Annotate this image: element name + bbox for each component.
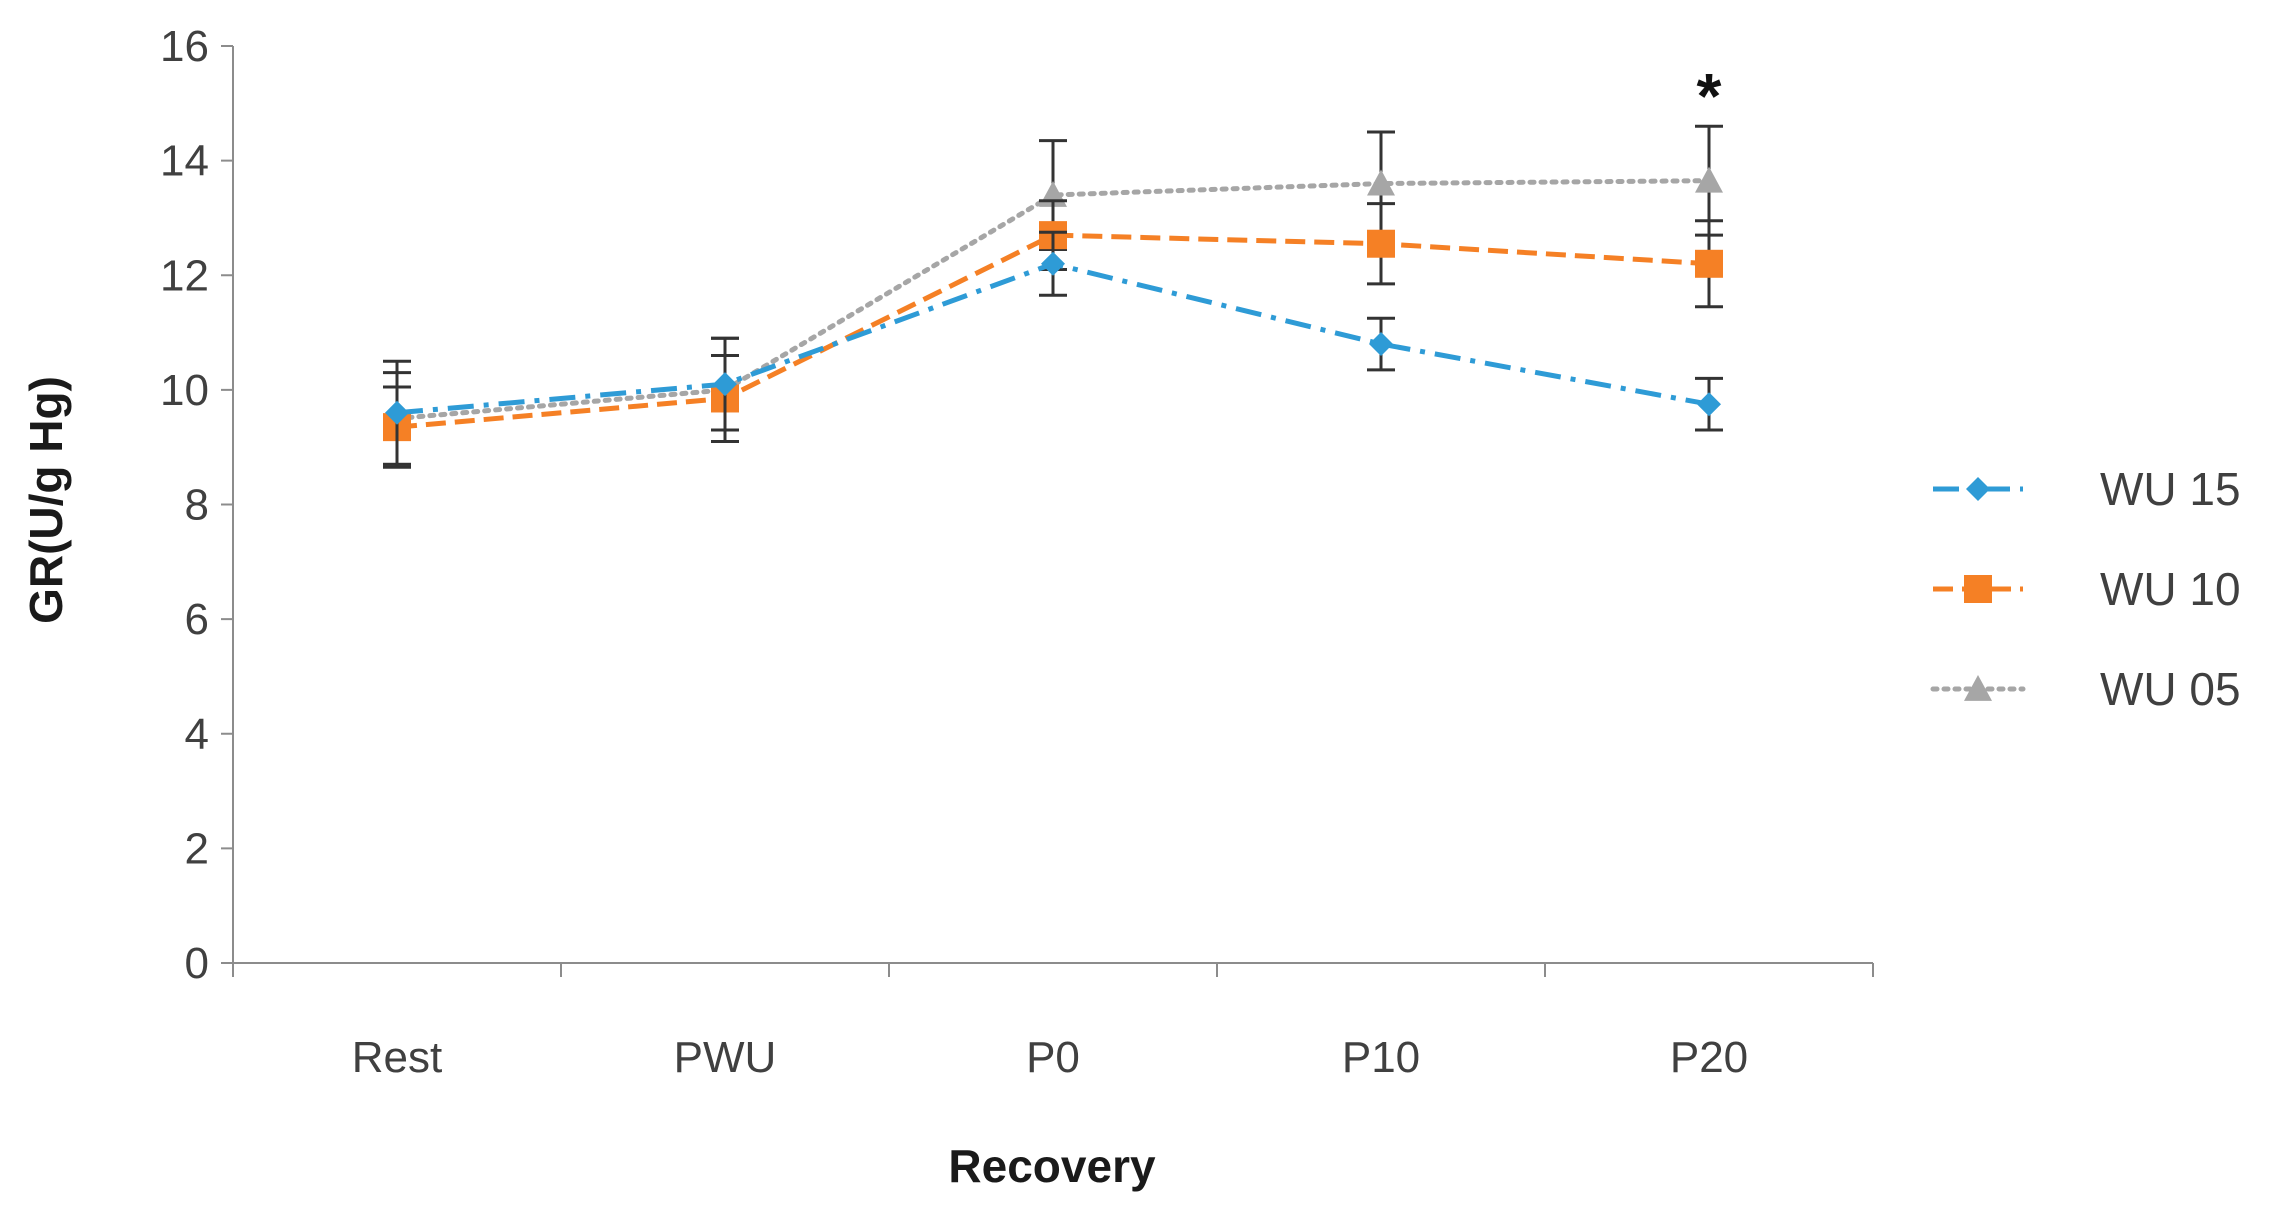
data-point xyxy=(385,400,409,425)
legend-marker xyxy=(1966,477,1990,501)
legend-item: WU 10 xyxy=(1933,563,2241,615)
y-tick-label: 10 xyxy=(160,366,209,415)
x-tick-label: P0 xyxy=(1026,1033,1080,1082)
annotations: * xyxy=(1697,60,1722,132)
legend-item: WU 05 xyxy=(1930,663,2241,715)
data-point xyxy=(1695,249,1723,278)
series-wu-15 xyxy=(383,230,1723,466)
significance-asterisk: * xyxy=(1697,60,1722,132)
x-axis-title: Recovery xyxy=(948,1140,1156,1192)
data-point xyxy=(1695,166,1723,193)
legend-label: WU 10 xyxy=(2100,563,2241,615)
data-point xyxy=(1367,229,1395,258)
legend: WU 15 WU 10 WU 05 xyxy=(1930,463,2241,715)
legend-marker xyxy=(1964,575,1992,603)
x-tick-label: Rest xyxy=(352,1033,442,1082)
y-tick-label: 0 xyxy=(185,939,209,988)
legend-item: WU 15 xyxy=(1933,463,2241,515)
y-tick-label: 8 xyxy=(185,481,209,530)
data-point xyxy=(1041,251,1065,276)
y-axis-title: GR(U/g Hg) xyxy=(20,376,72,624)
data-point xyxy=(1697,392,1721,417)
x-tick-label: P10 xyxy=(1342,1033,1420,1082)
series-group xyxy=(383,124,1723,469)
legend-marker xyxy=(1964,675,1992,701)
y-tick-label: 6 xyxy=(185,595,209,644)
y-tick-label: 4 xyxy=(185,710,209,759)
y-tick-label: 14 xyxy=(160,137,209,186)
y-tick-label: 16 xyxy=(160,22,209,71)
data-point xyxy=(713,372,737,397)
y-ticks: 0 2 4 6 8 10 12 14 16 xyxy=(160,22,233,988)
x-ticks: Rest PWU P0 P10 P20 xyxy=(232,963,1874,1082)
series-line xyxy=(394,178,1712,422)
legend-label: WU 05 xyxy=(2100,663,2241,715)
x-tick-label: P20 xyxy=(1670,1033,1748,1082)
y-tick-label: 12 xyxy=(160,251,209,300)
x-tick-label: PWU xyxy=(674,1033,777,1082)
data-point xyxy=(1369,332,1393,357)
series-line xyxy=(396,232,1710,430)
legend-label: WU 15 xyxy=(2100,463,2241,515)
data-point xyxy=(1367,169,1395,196)
y-tick-label: 2 xyxy=(185,824,209,873)
